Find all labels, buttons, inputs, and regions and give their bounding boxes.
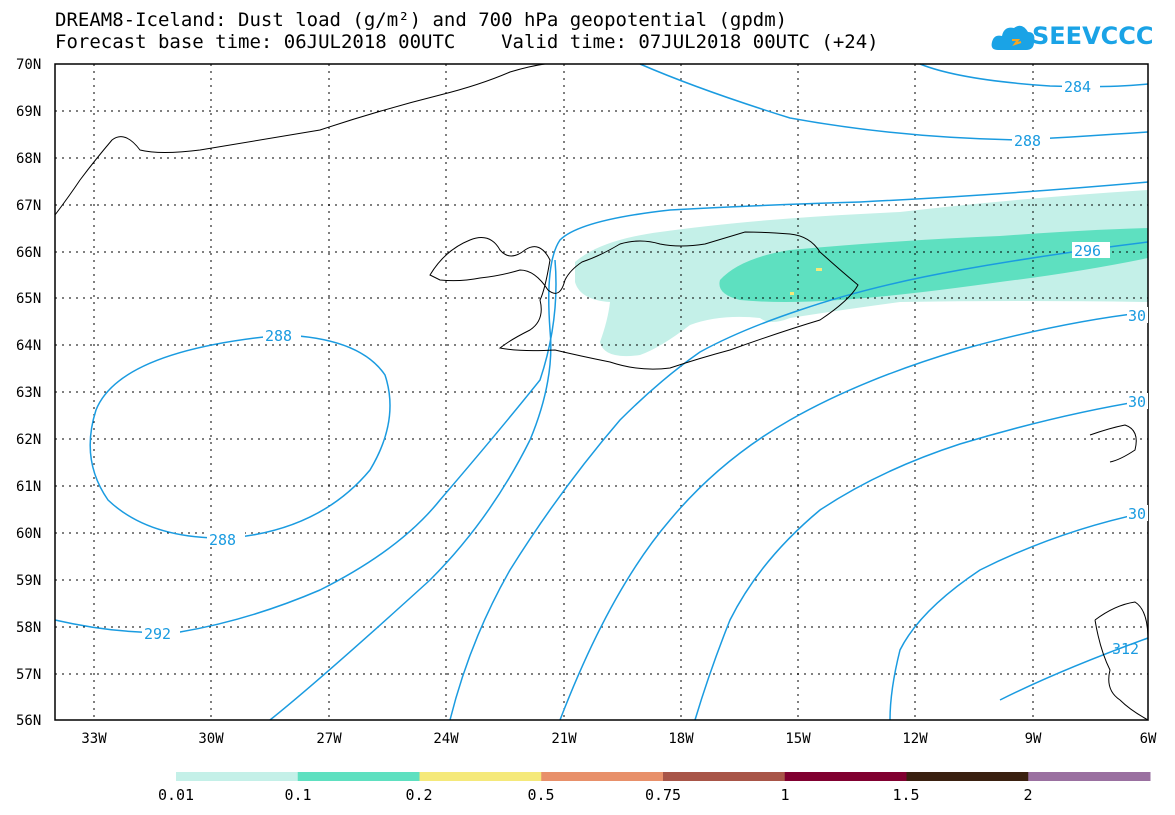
latitude-labels: 70N 69N 68N 67N 66N 65N 64N 63N 62N 61N … [16,57,41,729]
lon-label: 18W [668,731,694,747]
contour-label: 284 [1064,78,1091,96]
lat-label: 62N [16,432,41,448]
contour-label: 30 [1128,307,1146,325]
lon-label: 15W [785,731,811,747]
lat-label: 68N [16,151,41,167]
scotland-coast [1094,601,1149,721]
colorbar-label: 0.2 [405,786,433,804]
colorbar-segment [541,772,664,781]
lon-label: 21W [551,731,577,747]
lat-label: 69N [16,104,41,120]
lat-label: 66N [16,245,41,261]
colorbar-label: 0.01 [157,786,195,804]
colorbar-label: 2 [1023,786,1033,804]
contour-296 [269,181,1149,721]
dust-spot-2 [790,292,794,295]
contour-30-c [889,511,1149,721]
faroe-coast [1089,424,1137,463]
logo-text: SEEVCCC [1032,22,1154,50]
contour-label: 288 [265,327,292,345]
lat-label: 67N [16,198,41,214]
colorbar [176,772,1151,781]
geopotential-contours [54,63,1149,721]
lat-label: 63N [16,385,41,401]
contour-labels: 284 288 288 288 296 30 30 30 292 312 [142,78,1148,658]
map-frame [54,63,1149,721]
lon-label: 12W [902,731,928,747]
contour-label: 296 [1074,242,1101,260]
longitude-labels: 33W 30W 27W 24W 21W 18W 15W 12W 9W 6W [81,731,1157,747]
forecast-time-line: Forecast base time: 06JUL2018 00UTC Vali… [55,31,879,53]
colorbar-segment [297,772,420,781]
contour-312 [999,637,1149,701]
lon-label: 27W [316,731,342,747]
dust-spot-1 [816,268,822,271]
colorbar-label: 0.1 [284,786,312,804]
contour-30-a [559,311,1149,721]
coastlines [54,63,1149,721]
contour-label: 30 [1128,393,1146,411]
grid-lines [55,64,1148,720]
iceland-coast [429,231,859,370]
colorbar-label: 0.75 [644,786,682,804]
greenland-coast [54,63,546,216]
cloud-logo-icon [991,25,1035,50]
contour-284 [919,63,1149,88]
lat-label: 65N [16,291,41,307]
lat-label: 61N [16,479,41,495]
contour-label: 292 [144,625,171,643]
lat-label: 70N [16,57,41,73]
colorbar-label: 0.5 [527,786,555,804]
colorbar-segment [663,772,786,781]
colorbar-segment [784,772,907,781]
lon-label: 33W [81,731,107,747]
colorbar-segment [1028,772,1151,781]
dust-region-mid [719,228,1148,302]
lat-label: 58N [16,620,41,636]
lon-label: 6W [1140,731,1157,747]
contour-288-circle [89,334,391,539]
contour-label: 288 [1014,132,1041,150]
lat-label: 59N [16,573,41,589]
lat-label: 56N [16,713,41,729]
map-title: DREAM8-Iceland: Dust load (g/m²) and 700… [55,9,788,31]
colorbar-segment [419,772,542,781]
contour-label: 312 [1112,640,1139,658]
colorbar-label: 1.5 [892,786,920,804]
contour-292 [54,259,557,634]
contour-label: 288 [209,531,236,549]
lon-label: 9W [1025,731,1042,747]
lon-label: 30W [198,731,224,747]
contour-label: 30 [1128,505,1146,523]
contour-30-b [694,399,1149,721]
lon-label: 24W [433,731,459,747]
contour-288-north [639,63,1149,141]
colorbar-label: 1 [780,786,790,804]
lat-label: 60N [16,526,41,542]
colorbar-segment [176,772,299,781]
lat-label: 57N [16,667,41,683]
contour-296-east [449,241,1149,721]
colorbar-segment [906,772,1029,781]
lat-label: 64N [16,338,41,354]
